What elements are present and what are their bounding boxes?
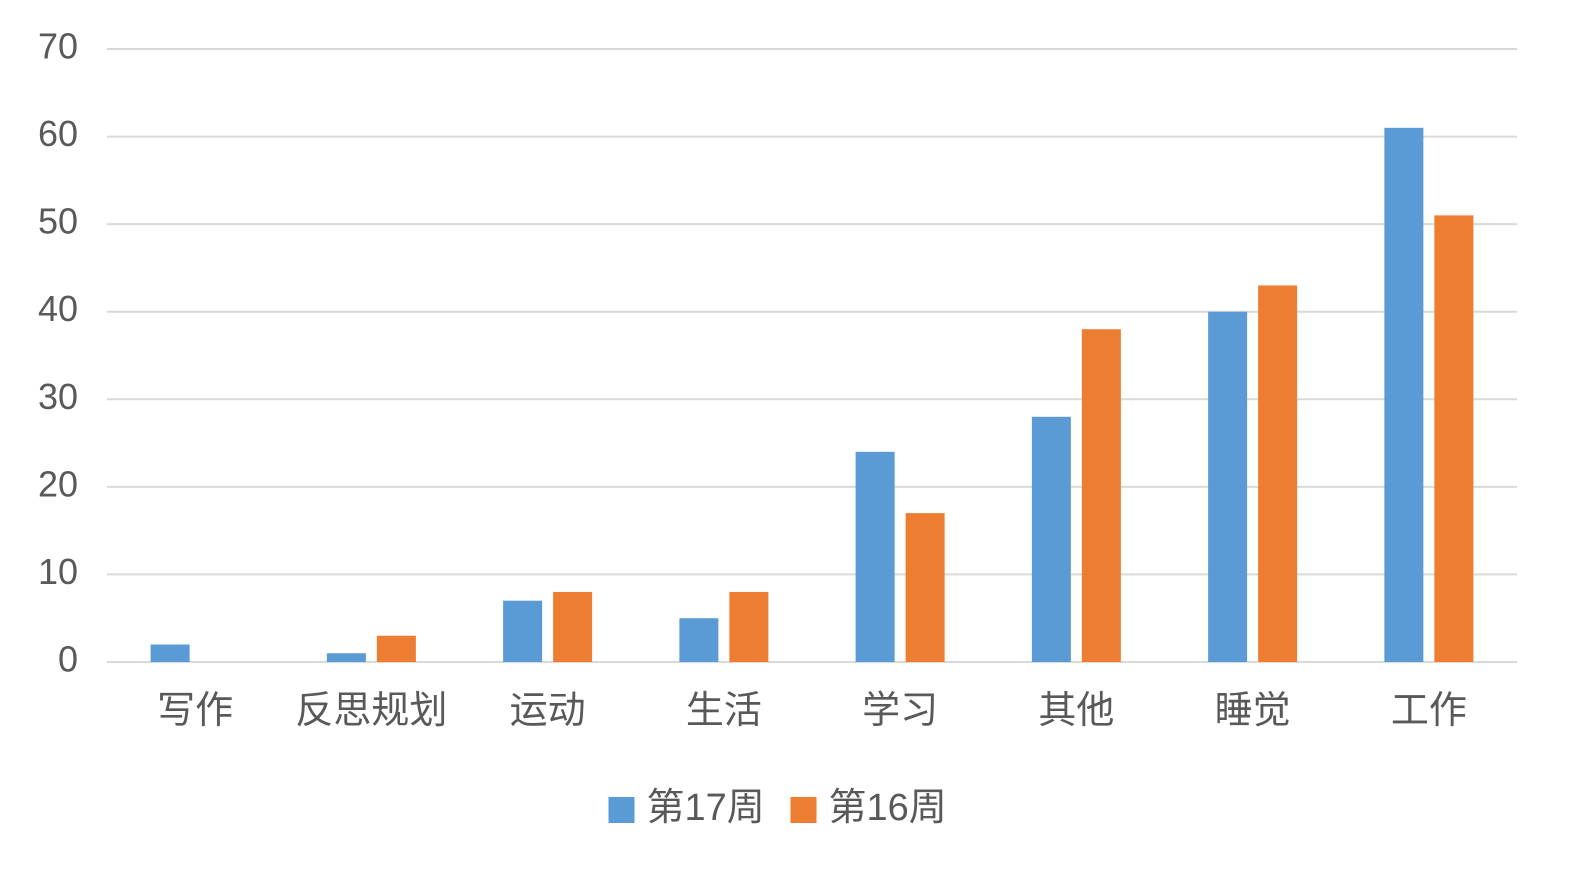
- x-tick-label: 工作: [1391, 690, 1467, 732]
- bar: [376, 635, 416, 662]
- x-tick-label: 睡觉: [1215, 690, 1291, 732]
- bar: [1031, 416, 1071, 662]
- legend-label: 第16周: [829, 787, 947, 829]
- legend-swatch: [608, 797, 635, 823]
- x-tick-label: 写作: [157, 690, 233, 732]
- bar: [679, 618, 719, 662]
- legend-swatch: [790, 797, 817, 823]
- bar: [1434, 215, 1474, 662]
- bar: [1384, 127, 1424, 663]
- y-tick-label: 20: [38, 463, 78, 504]
- bar: [503, 600, 543, 662]
- y-tick-label: 40: [38, 288, 78, 329]
- bar: [326, 653, 366, 662]
- x-tick-label: 学习: [862, 690, 938, 732]
- bar: [1081, 329, 1121, 662]
- x-tick-label: 其他: [1038, 690, 1114, 732]
- bar: [855, 451, 895, 662]
- bar: [905, 513, 945, 662]
- bar: [1258, 285, 1298, 662]
- y-tick-label: 30: [38, 376, 78, 417]
- bar: [553, 591, 593, 662]
- y-tick-label: 10: [38, 551, 78, 592]
- x-tick-label: 运动: [510, 690, 586, 732]
- y-tick-label: 70: [38, 26, 78, 67]
- y-tick-label: 60: [38, 113, 78, 154]
- legend-label: 第17周: [647, 787, 765, 829]
- x-tick-label: 生活: [686, 690, 762, 732]
- y-tick-label: 0: [58, 639, 78, 680]
- bar: [1208, 311, 1248, 662]
- bar: [150, 644, 190, 662]
- x-tick-label: 反思规划: [295, 690, 447, 732]
- bar: [729, 591, 769, 662]
- y-tick-label: 50: [38, 201, 78, 242]
